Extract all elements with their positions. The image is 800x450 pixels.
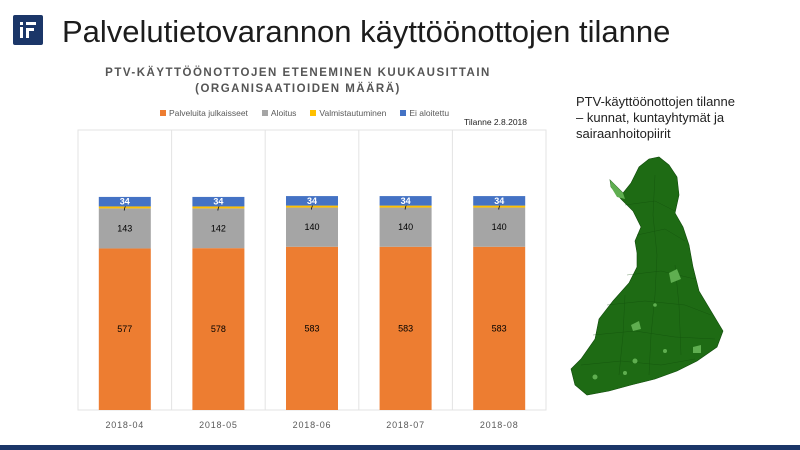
bar-segment: [379, 207, 432, 247]
data-label: 577: [117, 324, 132, 334]
bar-segment: [379, 196, 432, 206]
data-label: 140: [304, 222, 319, 232]
map-caption-line: PTV-käyttöönottojen tilanne: [576, 94, 735, 109]
map-highlight-region: [632, 358, 638, 364]
chart-legend: Palveluita julkaisseet Aloitus Valmistau…: [160, 108, 449, 118]
data-label: 140: [492, 222, 507, 232]
bar-segment: [192, 206, 245, 209]
bar-segment: [286, 205, 338, 208]
data-label: 34: [401, 196, 411, 206]
data-label: 140: [398, 222, 413, 232]
data-label: 7: [497, 202, 502, 212]
map-caption-line: sairaanhoitopiirit: [576, 126, 671, 141]
map-caption-line: – kunnat, kuntayhtymät ja: [576, 110, 725, 125]
data-label: 7: [309, 202, 314, 212]
status-date-note: Tilanne 2.8.2018: [464, 117, 528, 127]
bar-segment: [98, 208, 151, 249]
data-label: 142: [211, 223, 226, 233]
stacked-bar-chart: 5771437342018-045781427342018-0558314073…: [77, 129, 547, 430]
data-label: 583: [492, 323, 507, 333]
legend-item: Aloitus: [261, 108, 297, 118]
finland-shape: [570, 156, 724, 396]
map-highlight-region: [669, 269, 681, 283]
map-highlight-region: [653, 303, 657, 307]
data-label: 34: [120, 197, 130, 207]
bar-segment: [286, 207, 338, 247]
legend-item: Valmistautuminen: [310, 108, 386, 118]
x-tick-label: 2018-04: [105, 420, 144, 430]
data-label: 583: [304, 323, 319, 333]
data-label: 34: [494, 196, 504, 206]
bar-segment: [473, 246, 526, 410]
bar-segment: [473, 196, 526, 206]
finland-map: [570, 156, 724, 396]
data-label: 34: [307, 196, 317, 206]
bar-segment: [192, 196, 245, 207]
map-highlight-region: [592, 374, 598, 380]
legend-swatch: [160, 110, 166, 116]
legend-swatch: [400, 110, 407, 116]
bar-segment: [192, 208, 245, 249]
chart-title: PTV-KÄYTTÖÖNOTTOJEN ETENEMINEN KUUKAUSIT…: [48, 65, 548, 97]
map-highlight-region: [623, 371, 627, 375]
map-highlight-region: [663, 349, 667, 353]
logo: [13, 15, 43, 45]
bar-segment: [379, 246, 432, 410]
legend-swatch: [310, 110, 317, 116]
footer-bar: [0, 445, 800, 450]
x-tick-label: 2018-06: [293, 420, 332, 430]
legend-swatch: [261, 110, 268, 116]
bar-segment: [98, 196, 151, 207]
map-highlight-region: [693, 345, 701, 353]
data-label: 7: [122, 202, 127, 212]
legend-label: Ei aloitettu: [409, 108, 450, 118]
bar-segment: [473, 205, 526, 208]
page-title: Palvelutietovarannon käyttöönottojen til…: [62, 14, 671, 49]
data-label: 578: [211, 324, 226, 334]
bar-segment: [192, 248, 245, 410]
legend-label: Palveluita julkaisseet: [169, 108, 248, 118]
legend-item: Palveluita julkaisseet: [160, 108, 248, 118]
legend-label: Valmistautuminen: [319, 108, 387, 118]
bar-segment: [286, 196, 338, 206]
x-tick-label: 2018-07: [386, 420, 425, 430]
bar-segment: [98, 248, 151, 410]
chart-title-line: (ORGANISAATIOIDEN MÄÄRÄ): [195, 83, 401, 95]
map-highlight-region: [610, 180, 625, 199]
bar-segment: [473, 207, 526, 247]
map-highlight-region: [631, 321, 641, 331]
data-label: 7: [216, 202, 221, 212]
data-label: 583: [398, 323, 413, 333]
legend-item: Ei aloitettu: [400, 108, 449, 118]
bar-segment: [98, 206, 151, 209]
bar-segment: [379, 205, 432, 208]
bar-segment: [286, 246, 338, 410]
map-caption: PTV-käyttöönottojen tilanne – kunnat, ku…: [576, 94, 766, 142]
x-tick-label: 2018-08: [480, 420, 519, 430]
chart-title-line: PTV-KÄYTTÖÖNOTTOJEN ETENEMINEN KUUKAUSIT…: [105, 67, 491, 79]
x-tick-label: 2018-05: [199, 420, 238, 430]
data-label: 7: [403, 202, 408, 212]
data-label: 34: [213, 197, 223, 207]
logo-icon: [20, 22, 36, 38]
legend-label: Aloitus: [270, 108, 297, 118]
data-label: 143: [117, 223, 132, 233]
